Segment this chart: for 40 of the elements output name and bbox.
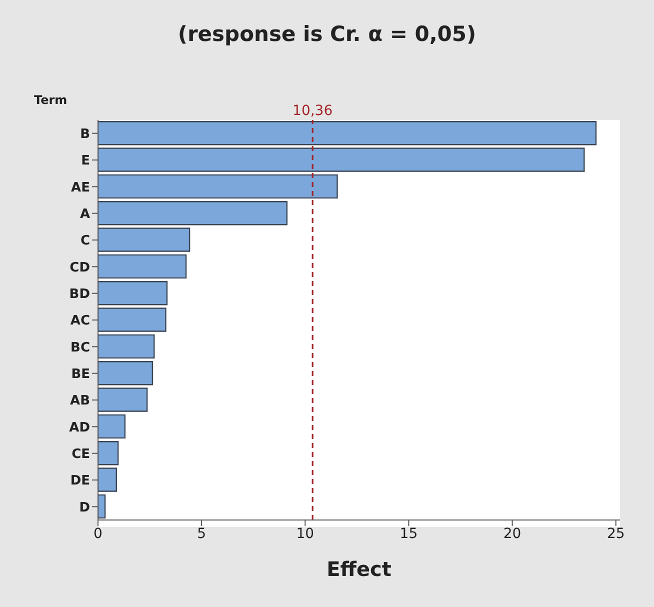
bar [98, 254, 187, 279]
y-tick-label: CE [72, 446, 90, 462]
bar [98, 494, 106, 519]
x-tick-label: 15 [400, 526, 418, 542]
y-tick-label: AE [71, 180, 90, 196]
y-tick-label: AC [70, 314, 90, 329]
x-tick-label: 25 [606, 526, 625, 542]
bar [98, 441, 119, 466]
x-tick-label: 5 [197, 526, 206, 542]
bar [98, 174, 338, 199]
bar [98, 468, 118, 492]
y-axis-title: Term [34, 93, 68, 107]
bar [98, 201, 288, 226]
y-tick-label: AB [70, 394, 90, 409]
ref-line-label: 10,36 [292, 103, 333, 119]
y-tick-label: A [80, 206, 90, 222]
y-tick-label: BC [70, 340, 90, 356]
bar [98, 148, 585, 172]
x-tick-label: 20 [503, 526, 522, 542]
bar [98, 121, 597, 146]
y-tick-label: B [80, 126, 90, 142]
x-tick-label: 0 [94, 526, 102, 542]
bar [98, 308, 166, 332]
bar [98, 361, 154, 386]
y-tick-label: DE [70, 474, 90, 489]
y-tick-label: CD [70, 260, 90, 276]
y-tick-label: E [81, 154, 90, 169]
bar [98, 414, 126, 439]
x-tick-label: 10 [296, 526, 314, 542]
y-tick-label: AD [69, 420, 90, 436]
bar [98, 334, 155, 359]
y-tick-label: D [79, 500, 90, 516]
bar [98, 281, 168, 306]
bar [98, 228, 190, 252]
chart-title: (response is Cr. α = 0,05) [176, 22, 478, 46]
y-tick-label: BE [71, 366, 90, 382]
bar [98, 388, 148, 412]
x-axis-title: Effect [326, 557, 392, 581]
y-tick-label: BD [69, 286, 90, 302]
y-tick-label: C [80, 234, 90, 249]
